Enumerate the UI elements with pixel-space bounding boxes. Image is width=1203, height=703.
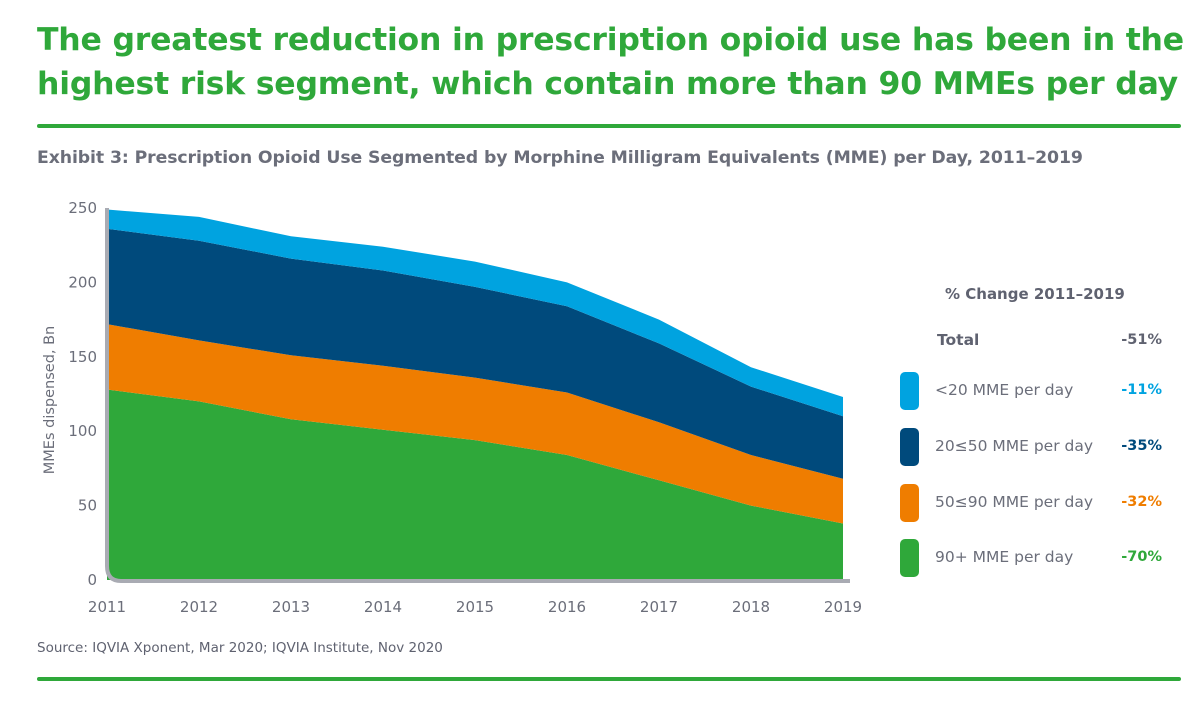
legend-label: <20 MME per day [935,381,1074,399]
legend-swatch-50to90 [900,484,919,522]
area-series-3 [107,209,843,417]
y-tick-label: 200 [68,273,97,291]
x-tick-label: 2015 [456,598,494,616]
x-tick-label: 2012 [180,598,218,616]
y-tick-label: 150 [68,348,97,366]
headline: The greatest reduction in prescription o… [37,22,1184,102]
x-tick-label: 2017 [640,598,678,616]
legend-pct: -35% [1121,438,1162,454]
x-tick-label: 2011 [88,598,126,616]
legend-swatch-lt20 [900,372,919,410]
y-tick-label: 0 [87,571,97,589]
legend-item-20to50: 20≤50 MME per day -35% [900,428,1162,466]
legend-total-row: Total -51% [900,322,1162,360]
x-tick-label: 2018 [732,598,770,616]
legend-pct: -70% [1121,549,1162,565]
legend-title: % Change 2011–2019 [945,285,1125,303]
y-tick-label: 50 [78,497,97,515]
legend-item-lt20: <20 MME per day -11% [900,372,1162,410]
area-series-0 [107,389,843,580]
top-divider [37,124,1181,128]
axis-line [105,208,850,583]
legend-total-pct: -51% [1121,332,1162,348]
y-axis-ticks: 0 50 100 150 200 250 [68,199,97,589]
legend-label: 20≤50 MME per day [935,437,1094,455]
x-axis-ticks: 2011 2012 2013 2014 2015 2016 2017 2018 2019 [88,598,862,616]
x-tick-label: 2019 [824,598,862,616]
y-tick-label: 250 [68,199,97,217]
legend-item-50to90: 50≤90 MME per day -32% [900,484,1162,522]
legend-label: 50≤90 MME per day [935,493,1094,511]
legend-swatch-90plus [900,539,919,577]
x-tick-label: 2013 [272,598,310,616]
legend-label: 90+ MME per day [935,548,1074,566]
source-note: Source: IQVIA Xponent, Mar 2020; IQVIA I… [37,640,443,656]
y-axis-label: MMEs dispensed, Bn [42,326,58,474]
legend-pct: -11% [1121,382,1162,398]
area-series-2 [107,228,843,479]
x-tick-label: 2016 [548,598,586,616]
area-layers [107,209,843,580]
x-tick-label: 2014 [364,598,402,616]
area-series-1 [107,324,843,524]
y-tick-label: 100 [68,422,97,440]
bottom-divider [37,677,1181,681]
legend-item-90plus: 90+ MME per day -70% [900,539,1162,577]
legend-swatch-20to50 [900,428,919,466]
legend-total-label: Total [937,331,980,349]
chart-title: Exhibit 3: Prescription Opioid Use Segme… [37,148,1083,168]
legend-pct: -32% [1121,494,1162,510]
